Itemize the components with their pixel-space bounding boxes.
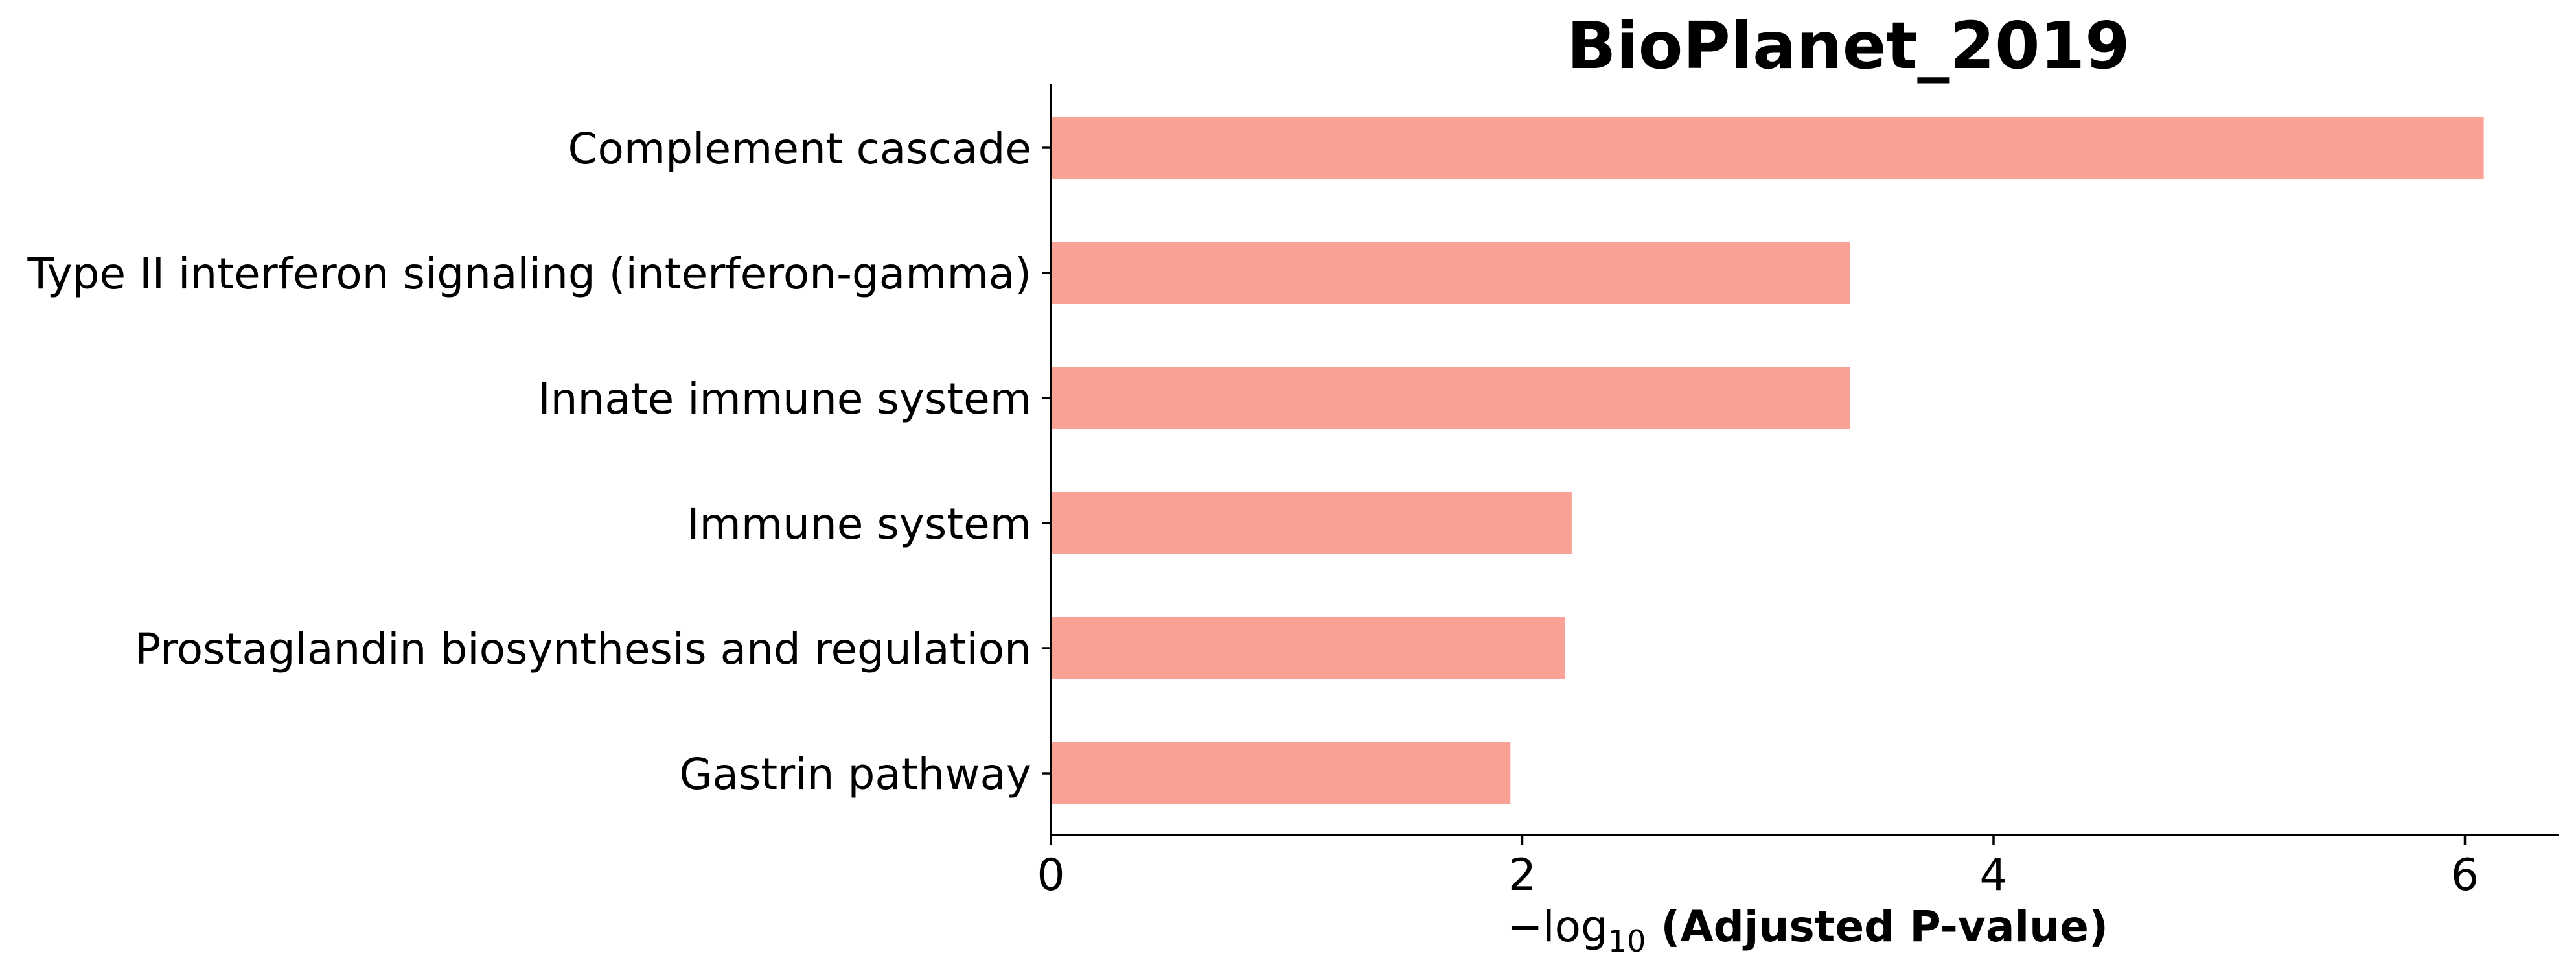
x-tick-label: 0 [1037, 850, 1064, 901]
category-label: Gastrin pathway [679, 749, 1031, 799]
x-label-subscript: 10 [1608, 924, 1646, 959]
bar-6 [1051, 742, 1511, 804]
x-label-bold: (Adjusted P-value) [1646, 902, 2108, 952]
bar-2 [1051, 242, 1850, 304]
category-labels: Complement cascade Type II interferon sig… [27, 124, 1051, 799]
x-label-prefix: −log [1507, 902, 1608, 952]
chart-title: BioPlanet_2019 [1567, 8, 2130, 84]
bar-3 [1051, 367, 1850, 429]
bars-group [1051, 117, 2484, 804]
category-label: Type II interferon signaling (interferon… [27, 249, 1031, 299]
x-axis-label: −log10 (Adjusted P-value) [1507, 902, 2108, 959]
x-tick-label: 6 [2451, 850, 2479, 901]
category-label: Immune system [687, 499, 1031, 549]
category-label: Innate immune system [538, 374, 1031, 424]
bar-1 [1051, 117, 2484, 179]
bar-4 [1051, 492, 1572, 554]
x-tick-label: 2 [1508, 850, 1536, 901]
x-ticks: 0 2 4 6 [1037, 835, 2479, 901]
x-tick-label: 4 [1979, 850, 2007, 901]
bar-5 [1051, 617, 1565, 679]
category-label: Complement cascade [568, 124, 1031, 174]
category-label: Prostaglandin biosynthesis and regulatio… [135, 624, 1031, 674]
